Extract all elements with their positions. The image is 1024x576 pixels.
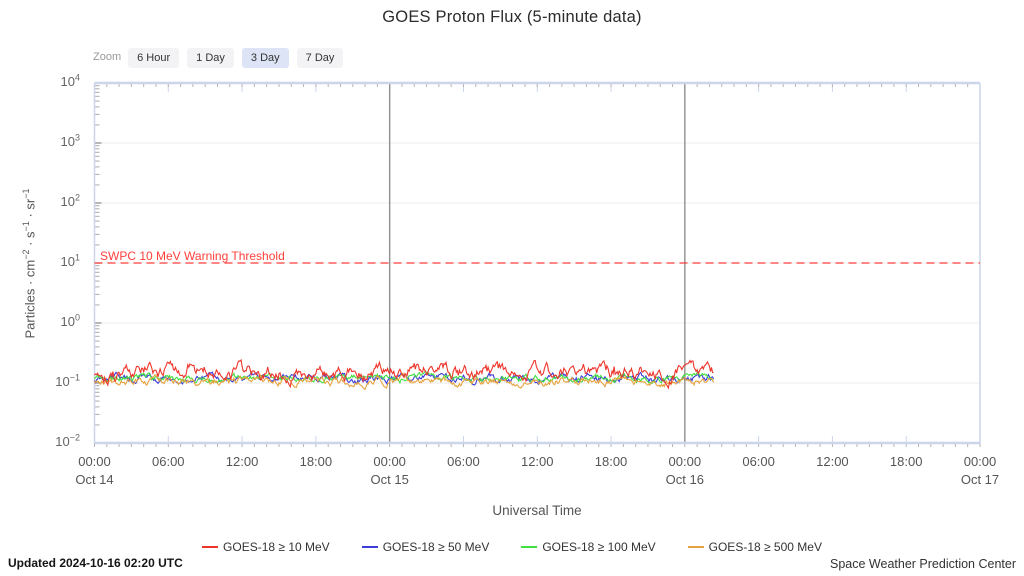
x-tick-label: 00:00	[78, 454, 111, 469]
y-tick-label: 104	[60, 72, 80, 89]
x-tick-label: 00:00	[963, 454, 997, 469]
zoom-button-3-day[interactable]: 3 Day	[241, 48, 289, 68]
legend-item-1[interactable]: GOES-18 ≥ 50 MeV	[361, 540, 490, 554]
legend-marker-icon	[202, 546, 219, 548]
legend-marker-icon	[687, 546, 704, 548]
x-tick-label: 18:00	[299, 454, 333, 469]
legend-marker-icon	[361, 546, 378, 548]
updated-timestamp: Updated 2024-10-16 02:20 UTC	[8, 556, 183, 570]
zoom-button-1-day[interactable]: 1 Day	[187, 48, 234, 68]
x-tick-label: 12:00	[816, 454, 849, 469]
y-tick-label: 102	[60, 192, 80, 209]
x-tick-label: 18:00	[889, 454, 923, 469]
x-tick-label: 06:00	[152, 454, 185, 469]
series-line-2	[94, 370, 714, 385]
y-tick-label: 10−1	[55, 372, 80, 389]
x-tick-label: 00:00	[668, 454, 702, 469]
x-axis-title: Universal Time	[492, 503, 582, 518]
zoom-toolbar: Zoom 6 Hour 1 Day 3 Day 7 Day	[93, 48, 351, 68]
legend-marker-icon	[521, 546, 538, 548]
zoom-button-6-hour[interactable]: 6 Hour	[128, 48, 180, 68]
y-tick-label: 101	[60, 252, 80, 269]
legend-label: GOES-18 ≥ 100 MeV	[542, 540, 656, 554]
series-line-0	[94, 358, 714, 390]
x-day-label: Oct 16	[665, 472, 704, 487]
x-day-label: Oct 15	[370, 472, 409, 487]
x-tick-label: 00:00	[373, 454, 406, 469]
x-tick-label: 18:00	[594, 454, 628, 469]
x-day-label: Oct 14	[75, 472, 114, 487]
credit-text: Space Weather Prediction Center	[830, 557, 1016, 571]
x-tick-label: 12:00	[520, 454, 554, 469]
threshold-label: SWPC 10 MeV Warning Threshold	[100, 249, 285, 263]
legend-item-0[interactable]: GOES-18 ≥ 10 MeV	[202, 540, 330, 554]
series-line-3	[93, 372, 715, 391]
x-tick-label: 12:00	[225, 454, 259, 469]
x-day-label: Oct 17	[960, 472, 1000, 487]
legend-label: GOES-18 ≥ 500 MeV	[708, 540, 822, 554]
y-tick-label: 100	[60, 312, 80, 329]
legend-label: GOES-18 ≥ 50 MeV	[382, 540, 490, 554]
legend-label: GOES-18 ≥ 10 MeV	[223, 540, 330, 554]
zoom-toolbar-label: Zoom	[93, 51, 122, 63]
y-tick-label: 103	[60, 132, 80, 149]
legend-item-3[interactable]: GOES-18 ≥ 500 MeV	[687, 540, 822, 554]
y-tick-label: 10−2	[55, 432, 80, 449]
zoom-button-group: 6 Hour 1 Day 3 Day 7 Day	[128, 48, 351, 68]
x-tick-label: 06:00	[447, 454, 480, 469]
legend: GOES-18 ≥ 10 MeV GOES-18 ≥ 50 MeV GOES-18 …	[0, 540, 1024, 554]
zoom-button-7-day[interactable]: 7 Day	[296, 48, 344, 68]
legend-item-2[interactable]: GOES-18 ≥ 100 MeV	[521, 540, 656, 554]
page-title: GOES Proton Flux (5-minute data)	[382, 8, 642, 26]
x-tick-label: 06:00	[742, 454, 775, 469]
